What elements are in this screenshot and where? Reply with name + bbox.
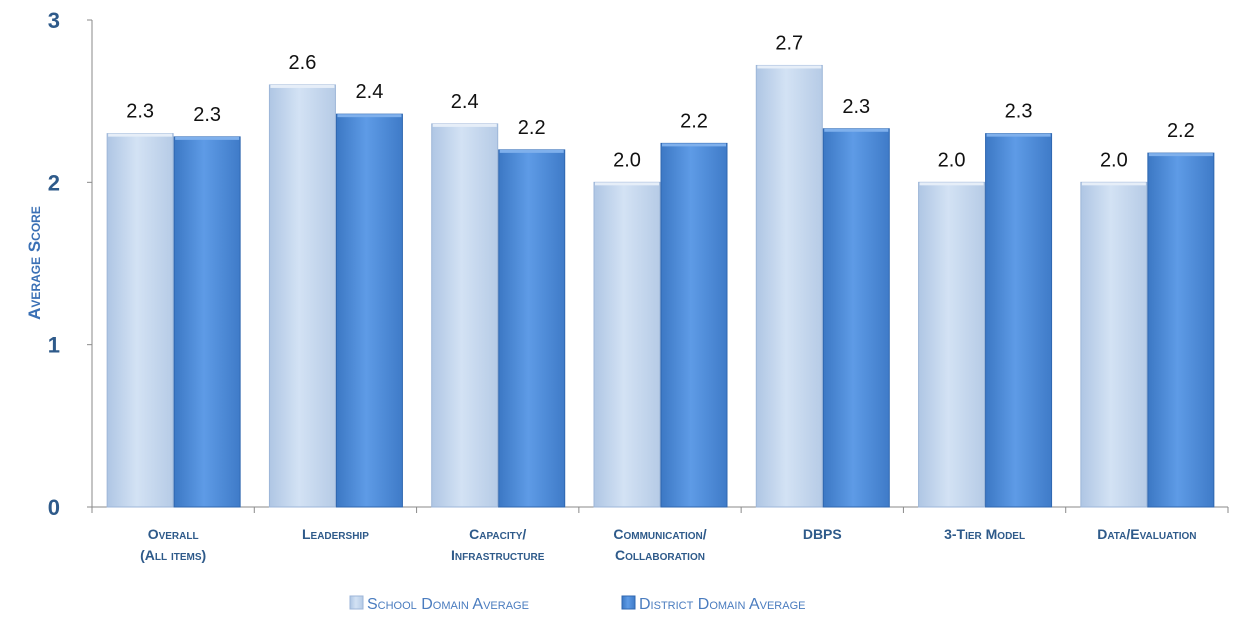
x-tick-label: 3-Tier Model (944, 526, 1025, 542)
school-bar-cap (108, 133, 173, 137)
district-bar (660, 142, 728, 508)
y-tick-label: 0 (48, 495, 60, 520)
school-bar (755, 64, 823, 508)
district-bar-cap (175, 136, 240, 140)
district-bar (498, 149, 566, 508)
x-tick-label: Communication/ (613, 526, 706, 542)
district-bar-cap (824, 128, 889, 132)
school-bar (268, 84, 336, 508)
district-bar-cap (499, 149, 564, 153)
district-data-label: 2.2 (1167, 120, 1195, 142)
district-data-label: 2.3 (1005, 101, 1033, 123)
school-bar-cap (432, 123, 497, 127)
x-tick-label: Overall (148, 526, 199, 542)
y-tick-label: 2 (48, 170, 60, 195)
school-data-label: 2.7 (775, 32, 803, 54)
school-bar (918, 181, 986, 508)
school-data-label: 2.6 (289, 52, 317, 74)
school-bar-cap (919, 182, 984, 186)
district-bar-cap (986, 133, 1051, 137)
y-tick-label: 1 (48, 333, 60, 358)
school-bar (431, 123, 499, 508)
data-labels: 2.3 2.6 2.4 2.0 2.7 2.0 2.0 2.3 2.4 2.2 2.2 2.3 2.3 2… (126, 32, 1195, 171)
legend-swatch-district (621, 595, 636, 610)
school-bar (106, 133, 174, 508)
legend-swatch-school (349, 595, 364, 610)
district-bar-cap (662, 143, 726, 147)
school-data-label: 2.0 (938, 149, 966, 171)
x-tick-label: Capacity/ (469, 526, 526, 542)
school-bar-cap (595, 182, 659, 186)
x-tick-labels: Overall (All items) Leadership Capacity/Inf… (140, 526, 1196, 563)
school-data-label: 2.0 (1100, 149, 1128, 171)
bars (106, 64, 1215, 508)
school-data-label: 2.0 (613, 149, 641, 171)
district-data-label: 2.4 (356, 81, 384, 103)
district-data-label: 2.2 (518, 117, 546, 139)
district-data-label: 2.3 (193, 104, 221, 126)
school-data-label: 2.3 (126, 101, 154, 123)
district-bar (1147, 152, 1215, 508)
school-bar-cap (757, 65, 822, 69)
x-tick-label: DBPS (803, 526, 842, 542)
school-data-label: 2.4 (451, 91, 479, 113)
x-tick-label: Infrastructure (451, 547, 545, 563)
legend: School Domain Average District Domain Ave… (349, 595, 805, 613)
school-bar-cap (270, 84, 335, 88)
x-tick-label: Leadership (302, 526, 369, 542)
x-tick-label: (All items) (140, 547, 206, 563)
legend-label: School Domain Average (367, 596, 529, 613)
district-data-label: 2.2 (680, 110, 708, 132)
y-axis-label: Average Score (25, 206, 44, 320)
school-bar (593, 181, 661, 508)
district-bar (985, 133, 1053, 508)
district-bar-cap (337, 114, 402, 118)
district-bar-cap (1148, 153, 1213, 157)
district-data-label: 2.3 (842, 96, 870, 118)
y-tick-label: 3 (48, 8, 60, 33)
x-tick-label: Collaboration (615, 547, 705, 563)
district-bar (335, 113, 403, 508)
legend-item: District Domain Average (621, 595, 805, 613)
legend-label: District Domain Average (639, 596, 805, 613)
x-tick-label: Data/Evaluation (1097, 526, 1196, 542)
district-bar (822, 128, 890, 508)
district-bar (173, 136, 241, 508)
legend-item: School Domain Average (349, 595, 529, 613)
school-bar-cap (1081, 182, 1146, 186)
school-bar (1080, 181, 1148, 508)
